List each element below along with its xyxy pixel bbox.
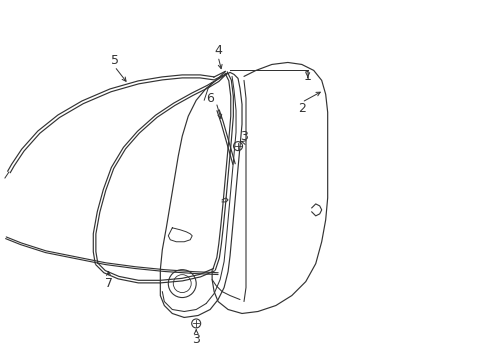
- Text: 6: 6: [206, 92, 214, 105]
- Text: 3: 3: [192, 333, 200, 346]
- Text: 3: 3: [240, 130, 248, 143]
- Text: 1: 1: [304, 70, 312, 83]
- Text: 5: 5: [111, 54, 119, 67]
- Text: 7: 7: [104, 277, 113, 290]
- Text: 4: 4: [214, 44, 222, 57]
- Text: 2: 2: [298, 102, 306, 115]
